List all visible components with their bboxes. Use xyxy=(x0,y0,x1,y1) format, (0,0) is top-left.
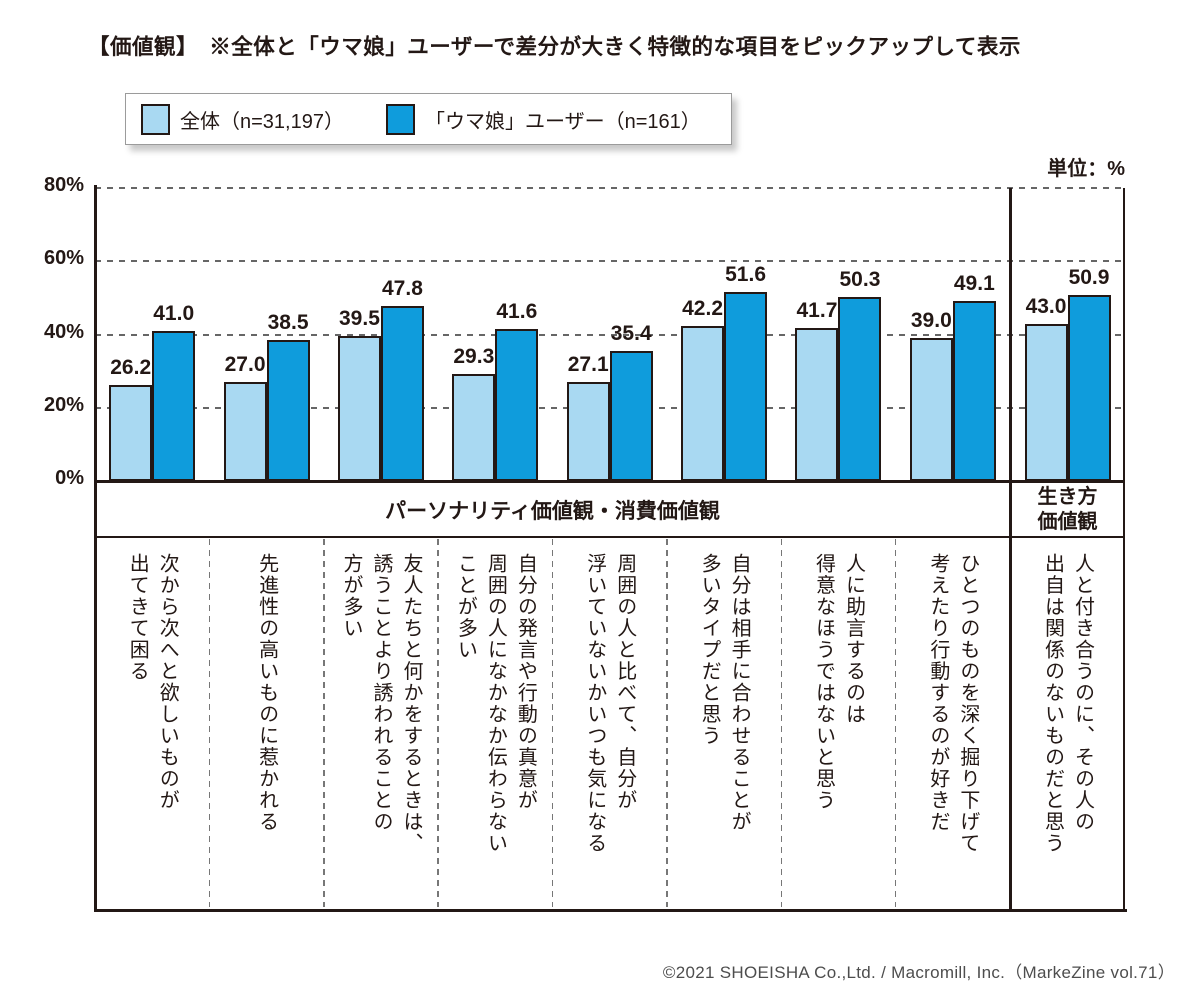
bar-value-label: 50.3 xyxy=(839,267,881,291)
bar-value-label: 41.7 xyxy=(796,299,838,323)
legend-swatch-umamusume xyxy=(385,103,415,135)
bar-value-label: 38.5 xyxy=(267,310,309,334)
category-label: 友人たちと何かをするときは、 誘うことより誘われることの 方が多い xyxy=(339,553,422,854)
bar-total-7 xyxy=(795,328,839,481)
bar-total-1 xyxy=(109,385,153,481)
bar-value-label: 49.1 xyxy=(953,272,995,296)
y-axis-tick-label: 0% xyxy=(55,467,84,489)
bar-umamusume-5 xyxy=(609,351,653,481)
bar-value-label: 43.0 xyxy=(1025,294,1067,318)
category-label: 次から次へと欲しいものが 出てきて困る xyxy=(126,553,179,811)
table-bottom-border xyxy=(93,908,1127,912)
bar-umamusume-2 xyxy=(266,339,310,481)
category-label: ひとつのものを深く掘り下げて 考えたり行動するのが好きだ xyxy=(926,553,979,854)
bar-value-label: 47.8 xyxy=(382,276,423,300)
category-separator xyxy=(437,539,439,907)
section-label-lifestyle: 生き方 価値観 xyxy=(1037,486,1098,533)
category-label: 周囲の人と比べて、自分が 浮いていないかいつも気になる xyxy=(583,553,636,854)
bar-umamusume-4 xyxy=(495,328,539,481)
y-axis-tick-label: 60% xyxy=(43,247,84,270)
section-label-personality: パーソナリティ価値観・消費価値観 xyxy=(385,500,720,523)
legend: 全体（n=31,197） 「ウマ娘」ユーザー（n=161） xyxy=(125,93,732,145)
bar-value-label: 26.2 xyxy=(110,356,152,380)
category-label-cell: 人と付き合うのに、その人の 出自は関係のないものだと思う xyxy=(1010,539,1125,907)
bar-total-4 xyxy=(452,373,496,481)
bar-value-label: 50.9 xyxy=(1068,265,1110,289)
y-axis-line xyxy=(93,185,97,910)
category-separator xyxy=(551,539,554,907)
category-label-cell: 自分は相手に合わせることが 多いタイプだと思う xyxy=(667,539,781,907)
category-separator xyxy=(323,539,325,907)
bar-value-label: 27.1 xyxy=(567,352,609,376)
category-label: 人と付き合うのに、その人の 出自は関係のないものだと思う xyxy=(1041,553,1094,854)
bar-value-label: 41.0 xyxy=(153,301,195,325)
legend-label-umamusume: 「ウマ娘」ユーザー（n=161） xyxy=(424,110,701,133)
page-title: 【価値観】 ※全体と「ウマ娘」ユーザーで差分が大きく特徴的な項目をピックアップし… xyxy=(88,35,1021,59)
category-label: 人に助言するのは 得意なほうではないと思う xyxy=(812,553,865,811)
gridline xyxy=(95,333,1125,336)
bar-value-label: 41.6 xyxy=(496,299,538,323)
category-label-cell: 周囲の人と比べて、自分が 浮いていないかいつも気になる xyxy=(553,539,667,907)
bar-umamusume-9 xyxy=(1067,294,1111,481)
category-separator xyxy=(894,539,897,907)
category-separator xyxy=(666,539,668,907)
y-axis-tick-label: 80% xyxy=(43,174,84,196)
category-label: 先進性の高いものに惹かれる xyxy=(255,553,278,833)
category-label: 自分は相手に合わせることが 多いタイプだと思う xyxy=(698,553,751,833)
band-bottom-border xyxy=(95,536,1125,538)
category-label-cell: 自分の発言や行動の真意が 周囲の人になかなか伝わらない ことが多い xyxy=(438,539,552,907)
category-label-cell: 人に助言するのは 得意なほうではないと思う xyxy=(781,539,895,907)
bar-value-label: 39.0 xyxy=(910,309,952,333)
category-separator xyxy=(780,539,782,907)
category-separator xyxy=(208,539,211,907)
bar-value-label: 39.5 xyxy=(339,307,380,331)
bar-umamusume-3 xyxy=(380,305,424,481)
legend-item-umamusume: 「ウマ娘」ユーザー（n=161） xyxy=(385,103,701,135)
bar-value-label: 42.2 xyxy=(682,297,723,321)
section-divider-line xyxy=(1009,188,1012,910)
category-label-cell: 友人たちと何かをするときは、 誘うことより誘われることの 方が多い xyxy=(324,539,438,907)
category-label-cell: ひとつのものを深く掘り下げて 考えたり行動するのが好きだ xyxy=(896,539,1010,907)
bar-umamusume-1 xyxy=(152,330,196,481)
plot-right-border xyxy=(1122,188,1125,910)
legend-label-total: 全体（n=31,197） xyxy=(180,110,344,133)
bar-value-label: 51.6 xyxy=(725,263,766,286)
bar-umamusume-6 xyxy=(724,292,768,481)
legend-item-total: 全体（n=31,197） xyxy=(141,103,344,135)
unit-label: 単位：% xyxy=(1047,158,1125,180)
y-axis-tick-label: 40% xyxy=(43,320,84,343)
bar-total-6 xyxy=(681,326,725,481)
bar-value-label: 35.4 xyxy=(610,322,652,346)
legend-swatch-total xyxy=(141,103,170,135)
bar-umamusume-7 xyxy=(838,296,882,481)
bar-total-3 xyxy=(337,336,381,481)
x-axis-baseline xyxy=(95,480,1125,483)
bar-total-2 xyxy=(223,382,267,481)
category-label-cell: 次から次へと欲しいものが 出てきて困る xyxy=(95,539,209,907)
gridline xyxy=(95,260,1125,263)
gridline xyxy=(95,187,1125,189)
bar-umamusume-8 xyxy=(952,301,996,481)
copyright-note: ©2021 SHOEISHA Co.,Ltd. / Macromill, Inc… xyxy=(662,963,1175,982)
bar-total-8 xyxy=(909,338,953,481)
bar-total-9 xyxy=(1024,323,1068,481)
bar-value-label: 29.3 xyxy=(453,344,495,368)
bar-value-label: 27.0 xyxy=(224,353,266,377)
y-axis-tick-label: 20% xyxy=(43,393,84,416)
category-label: 自分の発言や行動の真意が 周囲の人になかなか伝わらない ことが多い xyxy=(454,553,537,854)
category-label-cell: 先進性の高いものに惹かれる xyxy=(209,539,323,907)
bar-total-5 xyxy=(566,381,610,481)
